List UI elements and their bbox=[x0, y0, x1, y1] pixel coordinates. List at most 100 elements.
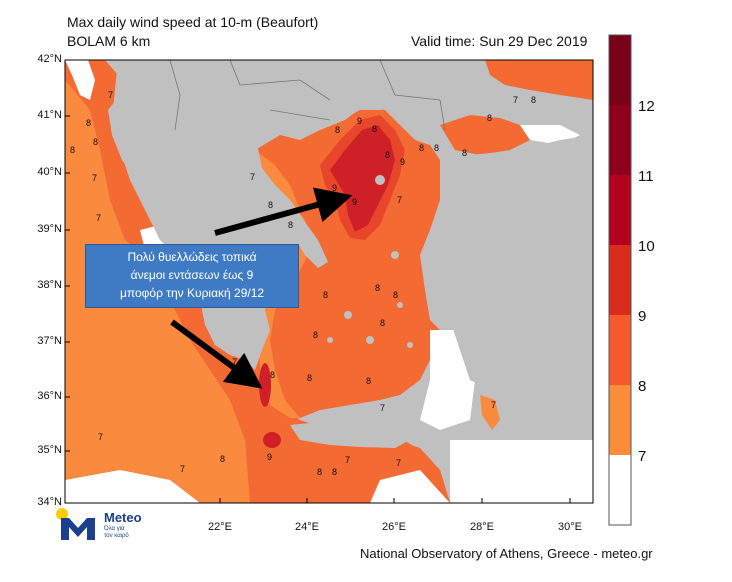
island bbox=[344, 311, 352, 319]
colorbar-label: 11 bbox=[638, 168, 654, 185]
island bbox=[327, 337, 333, 343]
island bbox=[407, 342, 413, 348]
contour-label: 7 bbox=[513, 95, 519, 105]
callout-line: Πολύ θυελλώδεις τοπικά bbox=[127, 250, 257, 264]
lat-label: 38°N bbox=[37, 279, 62, 291]
contour-label: 7 bbox=[345, 455, 351, 465]
lat-label: 41°N bbox=[37, 109, 62, 121]
lon-label: 22°E bbox=[208, 521, 232, 533]
contour-label: 8 bbox=[313, 330, 319, 340]
lat-label: 36°N bbox=[37, 390, 62, 402]
lat-label: 42°N bbox=[37, 53, 62, 65]
island bbox=[391, 251, 399, 259]
contour-label: 9 bbox=[357, 116, 363, 126]
contour-label: 8 bbox=[307, 373, 313, 383]
contour-label: 8 bbox=[375, 283, 381, 293]
contour-label: 9 bbox=[267, 452, 273, 462]
island bbox=[366, 336, 374, 344]
forecast-callout: Πολύ θυελλώδεις τοπικά άνεμοι εντάσεων έ… bbox=[85, 244, 299, 308]
colorbar-label: 7 bbox=[638, 448, 647, 465]
contour-label: 8 bbox=[419, 143, 425, 153]
contour-label: 9 bbox=[352, 197, 358, 207]
sun-icon bbox=[56, 508, 68, 520]
logo-tagline: τον καιρό bbox=[104, 533, 129, 539]
arrow-north bbox=[214, 187, 353, 236]
lon-label: 30°E bbox=[558, 521, 582, 533]
contour-label: 8 bbox=[270, 370, 276, 380]
map-title: Max daily wind speed at 10-m (Beaufort) bbox=[67, 14, 319, 30]
contour-label: 8 bbox=[86, 118, 92, 128]
colorbar-label: 12 bbox=[638, 98, 655, 115]
lon-label: 24°E bbox=[295, 521, 319, 533]
logo-name: Meteo bbox=[104, 510, 142, 525]
contour-label: 8 bbox=[323, 290, 329, 300]
black-sea bbox=[485, 60, 593, 100]
mainland-greece bbox=[112, 60, 490, 285]
south-east-white bbox=[450, 440, 593, 503]
valid-time: Valid time: Sun 29 Dec 2019 bbox=[411, 33, 588, 49]
lat-label: 39°N bbox=[37, 223, 62, 235]
contour-label: 8 bbox=[380, 318, 386, 328]
contour-label: 7 bbox=[96, 213, 102, 223]
euboea bbox=[290, 222, 328, 268]
contour-label: 7 bbox=[397, 195, 403, 205]
callout-line: άνεμοι εντάσεων έως 9 bbox=[130, 268, 254, 282]
contour-label: 8 bbox=[335, 125, 341, 135]
contour-label: 7 bbox=[108, 90, 114, 100]
marmara bbox=[440, 115, 530, 155]
borders bbox=[169, 60, 446, 131]
contour-label: 8 bbox=[317, 467, 323, 477]
contour-label: 9 bbox=[400, 157, 406, 167]
core-crete-west bbox=[263, 432, 281, 448]
contour-label: 8 bbox=[372, 124, 378, 134]
south-white bbox=[65, 470, 200, 503]
east-orange bbox=[480, 395, 500, 430]
contour-label: 7 bbox=[92, 173, 98, 183]
colorbar-label: 8 bbox=[638, 378, 647, 395]
footer-credit: National Observatory of Athens, Greece -… bbox=[360, 546, 653, 561]
turkey-land bbox=[430, 135, 593, 395]
lat-label: 40°N bbox=[37, 166, 62, 178]
contour-label: 8 bbox=[70, 145, 76, 155]
lon-label: 28°E bbox=[470, 521, 494, 533]
contour-label: 7 bbox=[491, 400, 497, 410]
contour-label: 7 bbox=[232, 357, 238, 367]
contour-label: 9 bbox=[332, 183, 338, 193]
contour-label: 7 bbox=[396, 458, 402, 468]
south-white-2 bbox=[370, 470, 450, 503]
aegean-core-bf10 bbox=[330, 125, 395, 232]
contour-label: 7 bbox=[250, 172, 256, 182]
contour-label: 8 bbox=[462, 148, 468, 158]
arrow-south bbox=[170, 319, 263, 389]
contour-label: 8 bbox=[268, 200, 274, 210]
contour-label: 8 bbox=[288, 220, 294, 230]
crete-island bbox=[290, 422, 410, 448]
meteo-logo bbox=[56, 508, 95, 540]
contour-label: 8 bbox=[393, 290, 399, 300]
ionian-calm bbox=[65, 60, 95, 100]
callout-line: μποφόρ την Κυριακή 29/12 bbox=[119, 286, 265, 300]
contour-label: 7 bbox=[98, 432, 104, 442]
contour-label: 7 bbox=[180, 464, 186, 474]
contour-label: 8 bbox=[487, 113, 493, 123]
contour-label: 7 bbox=[380, 403, 386, 413]
logo-tagline: Όλα για bbox=[104, 526, 125, 532]
lat-label: 35°N bbox=[37, 444, 62, 456]
contour-label: 8 bbox=[332, 467, 338, 477]
contour-label: 8 bbox=[434, 143, 440, 153]
peloponnese bbox=[200, 290, 270, 370]
island bbox=[375, 175, 385, 185]
m-logo-icon bbox=[61, 518, 95, 540]
contour-label: 8 bbox=[385, 150, 391, 160]
aegean-sea bbox=[255, 105, 455, 418]
island bbox=[397, 302, 403, 308]
east-calm bbox=[420, 330, 475, 430]
contour-label: 8 bbox=[366, 376, 372, 386]
contour-label: 8 bbox=[93, 137, 99, 147]
colorbar bbox=[608, 34, 632, 526]
map-frame bbox=[64, 59, 594, 504]
colorbar-label: 10 bbox=[638, 238, 655, 255]
lon-label: 26°E bbox=[382, 521, 406, 533]
colorbar-label: 9 bbox=[638, 308, 647, 325]
